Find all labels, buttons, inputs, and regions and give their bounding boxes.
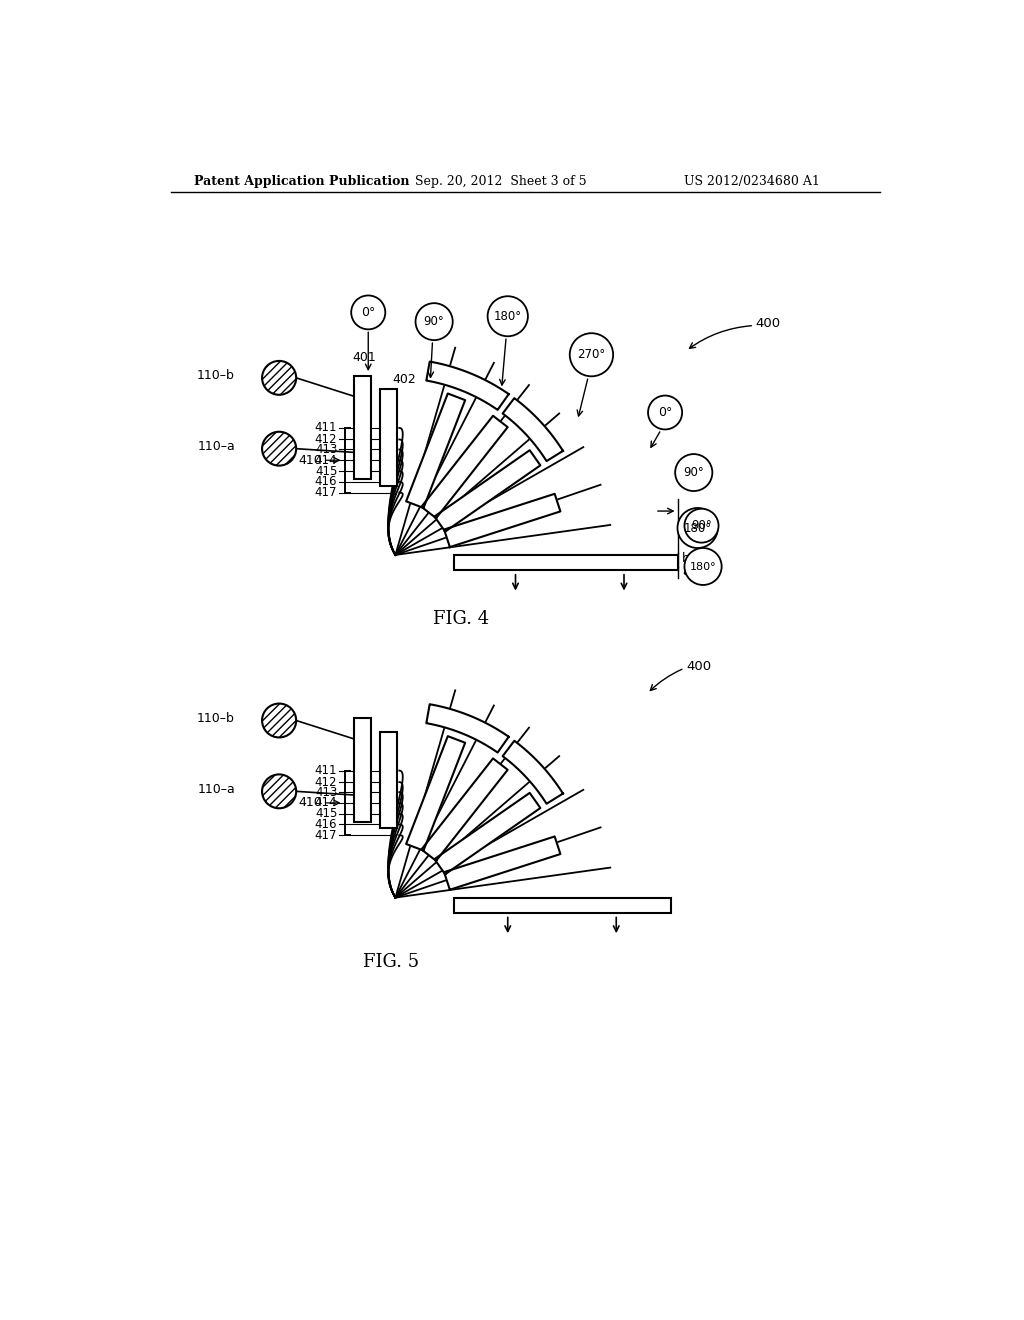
Text: 412: 412 xyxy=(314,433,337,446)
Text: US 2012/0234680 A1: US 2012/0234680 A1 xyxy=(684,176,820,187)
Polygon shape xyxy=(426,705,509,752)
Text: 110–b: 110–b xyxy=(197,370,234,381)
Polygon shape xyxy=(407,737,465,850)
Text: 0°: 0° xyxy=(361,306,376,319)
Circle shape xyxy=(678,508,718,548)
Text: 410: 410 xyxy=(298,796,322,809)
Text: 412: 412 xyxy=(314,776,337,788)
Polygon shape xyxy=(426,362,509,411)
Polygon shape xyxy=(444,494,560,546)
Text: 0°: 0° xyxy=(657,407,673,418)
Bar xyxy=(454,554,678,570)
Circle shape xyxy=(351,296,385,330)
Text: 415: 415 xyxy=(314,465,337,478)
Text: 110–a: 110–a xyxy=(198,783,234,796)
Text: 417: 417 xyxy=(314,486,337,499)
Text: 413: 413 xyxy=(314,444,337,455)
Text: 90°: 90° xyxy=(683,466,705,479)
Text: 401: 401 xyxy=(352,351,376,364)
Text: 400: 400 xyxy=(686,660,711,673)
Text: a: a xyxy=(682,565,690,578)
Circle shape xyxy=(569,333,613,376)
Circle shape xyxy=(487,296,528,337)
Text: 90°: 90° xyxy=(424,315,444,329)
Circle shape xyxy=(416,304,453,341)
Text: FIG. 5: FIG. 5 xyxy=(364,953,420,970)
Polygon shape xyxy=(422,759,508,861)
Circle shape xyxy=(262,360,296,395)
Text: 416: 416 xyxy=(314,818,337,832)
Text: 180°: 180° xyxy=(684,521,712,535)
Text: 415: 415 xyxy=(314,807,337,820)
Text: 411: 411 xyxy=(314,764,337,777)
Text: b: b xyxy=(682,552,690,565)
Text: 413: 413 xyxy=(314,785,337,799)
Text: 90°: 90° xyxy=(691,519,712,532)
Text: 110–a: 110–a xyxy=(198,440,234,453)
Text: 417: 417 xyxy=(314,829,337,842)
Polygon shape xyxy=(422,416,508,519)
Circle shape xyxy=(262,775,296,808)
Polygon shape xyxy=(503,741,563,804)
Text: 410: 410 xyxy=(298,454,322,467)
Bar xyxy=(454,898,671,913)
Circle shape xyxy=(675,454,713,491)
Circle shape xyxy=(262,432,296,466)
Text: 411: 411 xyxy=(314,421,337,434)
Polygon shape xyxy=(434,450,541,532)
Text: 414: 414 xyxy=(314,454,337,467)
Polygon shape xyxy=(503,399,563,461)
Text: 110–b: 110–b xyxy=(197,711,234,725)
Circle shape xyxy=(684,508,719,543)
Bar xyxy=(380,389,397,486)
Circle shape xyxy=(684,548,722,585)
Bar xyxy=(380,733,397,829)
Bar xyxy=(354,718,372,822)
Bar xyxy=(354,375,372,479)
Polygon shape xyxy=(434,793,541,874)
Text: FIG. 4: FIG. 4 xyxy=(433,610,489,628)
Text: 416: 416 xyxy=(314,475,337,488)
Circle shape xyxy=(262,704,296,738)
Text: 180°: 180° xyxy=(494,310,522,323)
Text: 400: 400 xyxy=(756,317,781,330)
Circle shape xyxy=(648,396,682,429)
Text: 270°: 270° xyxy=(578,348,605,362)
Text: Patent Application Publication: Patent Application Publication xyxy=(194,176,410,187)
Text: 402: 402 xyxy=(392,372,416,385)
Polygon shape xyxy=(444,837,560,890)
Text: Sep. 20, 2012  Sheet 3 of 5: Sep. 20, 2012 Sheet 3 of 5 xyxy=(415,176,587,187)
Text: 414: 414 xyxy=(314,796,337,809)
Polygon shape xyxy=(407,393,465,508)
Text: 180°: 180° xyxy=(690,561,717,572)
Text: c: c xyxy=(682,519,689,532)
